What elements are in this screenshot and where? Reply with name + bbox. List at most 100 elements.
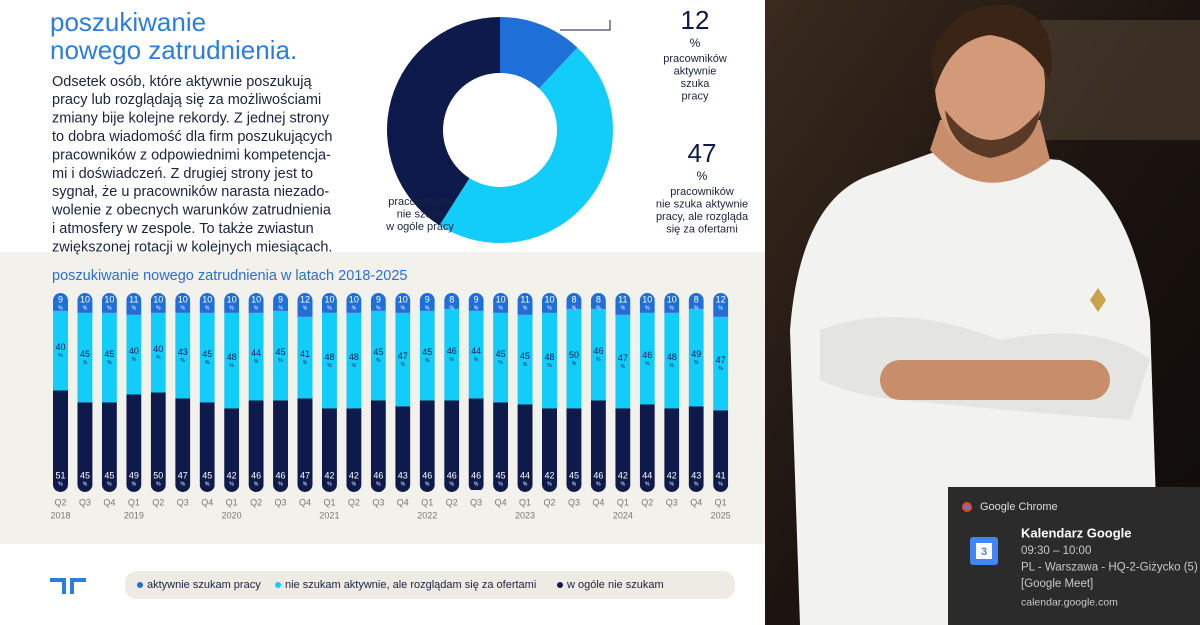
bar-stack	[101, 293, 117, 492]
donut-unit: %	[697, 169, 708, 183]
bar-value-label: 9	[376, 294, 381, 304]
bar-value-label: 47	[618, 353, 628, 363]
bar-value-label: 10	[178, 294, 188, 304]
bar-value-unit: %	[181, 481, 186, 487]
bar-value-label: 46	[447, 470, 457, 480]
bar-segment	[444, 293, 460, 309]
bar-value-label: 45	[422, 347, 432, 357]
bar-value-label: 45	[80, 470, 90, 480]
x-tick-label: Q2	[250, 497, 262, 507]
year-label: 2018	[50, 510, 70, 520]
bar-value-label: 9	[58, 294, 63, 304]
x-tick-label: Q2	[641, 497, 653, 507]
bar-stack	[566, 293, 582, 492]
bar-stack	[53, 293, 68, 492]
bar-value-label: 45	[373, 347, 383, 357]
bar-value-unit: %	[327, 305, 332, 311]
bar-segment	[346, 312, 362, 409]
bar-segment	[517, 314, 533, 405]
bar-value-unit: %	[596, 305, 601, 311]
bar-segment	[346, 408, 362, 492]
donut-label: nie szuka aktywnie	[656, 198, 748, 210]
bar-value-unit: %	[58, 353, 63, 359]
bar-value-label: 41	[716, 470, 726, 480]
bar-value-label: 44	[642, 470, 652, 480]
bar-segment	[542, 293, 557, 313]
bar-value-label: 45	[496, 349, 506, 359]
bar-stack	[713, 293, 729, 492]
bar-value-unit: %	[596, 357, 601, 363]
donut-value: 12	[681, 5, 710, 35]
donut-label: pracowników	[388, 196, 452, 208]
bar-value-unit: %	[352, 305, 357, 311]
bar-value-label: 48	[667, 352, 677, 362]
bar-value-unit: %	[547, 481, 552, 487]
donut-segment	[439, 47, 613, 243]
bar-value-unit: %	[132, 305, 137, 311]
bar-value-label: 12	[300, 294, 310, 304]
bar-value-unit: %	[376, 358, 381, 364]
x-tick-label: Q3	[568, 497, 580, 507]
bar-segment	[321, 312, 337, 409]
bar-stack	[419, 293, 435, 492]
bar-segment	[639, 293, 655, 313]
bar-segment	[53, 310, 68, 391]
bar-value-label: 11	[618, 294, 627, 304]
bar-segment	[419, 400, 435, 492]
intro-text: wolenie z obecnych warunków zatrudnienia	[51, 203, 332, 219]
x-tick-label: Q2	[54, 497, 66, 507]
donut-label: szuka	[681, 78, 711, 90]
page-title: nowego zatrudnienia.	[50, 35, 297, 65]
calendar-icon-inner	[976, 543, 992, 559]
bar-segment	[639, 404, 655, 492]
donut-label: aktywnie	[674, 65, 717, 77]
bar-segment	[517, 293, 533, 315]
bar-value-unit: %	[278, 481, 283, 487]
bar-value-label: 10	[80, 294, 90, 304]
bar-value-label: 45	[202, 349, 212, 359]
bar-segment	[77, 312, 93, 403]
bar-value-unit: %	[278, 358, 283, 364]
bar-value-unit: %	[205, 360, 210, 366]
bar-value-unit: %	[352, 481, 357, 487]
bar-segment	[297, 293, 313, 317]
x-tick-label: Q2	[446, 497, 458, 507]
chart-title: poszukiwanie nowego zatrudnienia w latac…	[52, 268, 408, 284]
bar-value-label: 47	[300, 470, 310, 480]
bar-stack	[468, 293, 484, 491]
donut-unit: %	[415, 179, 426, 193]
donut-value: 47	[688, 138, 717, 168]
bar-stack	[395, 293, 411, 492]
bar-segment	[101, 293, 117, 313]
bar-value-label: 44	[251, 348, 261, 358]
bar-value-label: 46	[593, 346, 603, 356]
legend-label: w ogóle nie szukam	[566, 579, 664, 591]
bar-value-unit: %	[645, 361, 650, 367]
bar-value-unit: %	[401, 305, 406, 311]
bar-value-label: 10	[496, 294, 506, 304]
bar-segment	[175, 293, 191, 313]
bar-value-unit: %	[718, 305, 723, 311]
bar-segment	[297, 398, 313, 492]
bar-value-unit: %	[645, 305, 650, 311]
bar-segment	[175, 398, 191, 492]
bar-value-label: 8	[571, 294, 576, 304]
bar-value-label: 10	[227, 294, 237, 304]
year-label: 2020	[222, 510, 242, 520]
bar-value-label: 46	[373, 470, 383, 480]
year-label: 2019	[124, 510, 144, 520]
bar-segment	[248, 293, 264, 313]
x-tick-label: Q1	[421, 497, 433, 507]
bar-segment	[101, 312, 117, 403]
bar-segment	[224, 293, 240, 313]
bar-segment	[77, 402, 93, 492]
bar-value-label: 9	[425, 294, 430, 304]
donut-segment	[500, 17, 578, 89]
bar-segment	[321, 293, 337, 313]
bar-value-label: 42	[667, 470, 677, 480]
bar-value-unit: %	[670, 481, 675, 487]
x-tick-label: Q1	[617, 497, 629, 507]
intro-text: i atmosfery w zespole. To także zwiastun	[52, 221, 314, 237]
notification-line: [Google Meet]	[1021, 578, 1093, 590]
bar-value-unit: %	[718, 481, 723, 487]
